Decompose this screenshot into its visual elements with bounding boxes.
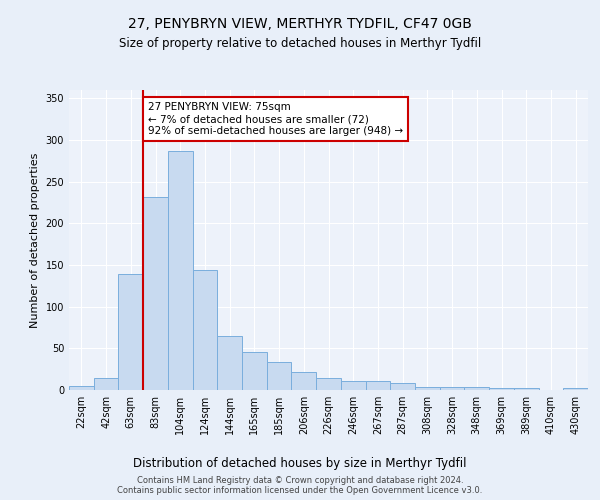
Text: 27 PENYBRYN VIEW: 75sqm
← 7% of detached houses are smaller (72)
92% of semi-det: 27 PENYBRYN VIEW: 75sqm ← 7% of detached… xyxy=(148,102,403,136)
Y-axis label: Number of detached properties: Number of detached properties xyxy=(30,152,40,328)
Bar xyxy=(118,274,143,390)
Bar xyxy=(440,386,464,390)
Bar xyxy=(143,196,168,390)
Bar xyxy=(217,336,242,390)
Bar xyxy=(316,378,341,390)
Text: Contains HM Land Registry data © Crown copyright and database right 2024.
Contai: Contains HM Land Registry data © Crown c… xyxy=(118,476,482,495)
Bar xyxy=(242,352,267,390)
Bar xyxy=(390,384,415,390)
Bar xyxy=(69,386,94,390)
Bar xyxy=(489,388,514,390)
Bar xyxy=(464,386,489,390)
Bar xyxy=(168,151,193,390)
Bar xyxy=(365,381,390,390)
Bar xyxy=(341,381,365,390)
Bar xyxy=(94,378,118,390)
Bar xyxy=(514,388,539,390)
Bar xyxy=(415,386,440,390)
Bar xyxy=(267,362,292,390)
Bar xyxy=(563,388,588,390)
Bar xyxy=(193,270,217,390)
Bar xyxy=(292,372,316,390)
Text: Distribution of detached houses by size in Merthyr Tydfil: Distribution of detached houses by size … xyxy=(133,458,467,470)
Text: 27, PENYBRYN VIEW, MERTHYR TYDFIL, CF47 0GB: 27, PENYBRYN VIEW, MERTHYR TYDFIL, CF47 … xyxy=(128,18,472,32)
Text: Size of property relative to detached houses in Merthyr Tydfil: Size of property relative to detached ho… xyxy=(119,38,481,51)
